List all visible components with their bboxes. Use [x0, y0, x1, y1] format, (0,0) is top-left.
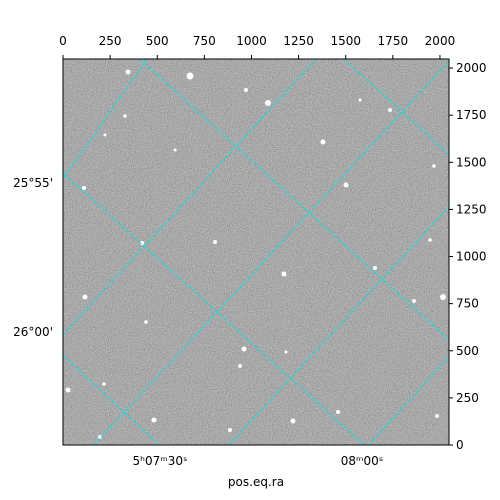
y-tick-label: 0 [456, 438, 464, 452]
x-tick-label: 0 [59, 34, 67, 48]
x-tick-label: 2000 [425, 34, 456, 48]
x-tick-label: 250 [99, 34, 122, 48]
y-tick-label: 1000 [456, 250, 487, 264]
y-tick-label: 250 [456, 391, 479, 405]
frame [62, 58, 450, 446]
x-tick-label: 500 [146, 34, 169, 48]
sky-image [63, 59, 449, 445]
ra-tick-label: 08ᵐ00ˢ [341, 454, 384, 468]
y-tick-label: 750 [456, 297, 479, 311]
y-tick-label: 2000 [456, 61, 487, 75]
x-tick-label: 1500 [330, 34, 361, 48]
x-tick-label: 1000 [236, 34, 267, 48]
coordinate-grid [63, 59, 449, 445]
x-tick-label: 1750 [378, 34, 409, 48]
dec-tick-label: 26°00' [13, 325, 53, 339]
y-tick-label: 500 [456, 344, 479, 358]
y-tick-label: 1250 [456, 202, 487, 216]
x-tick-label: 750 [193, 34, 216, 48]
stars [65, 69, 446, 439]
ra-tick-label: 5ʰ07ᵐ30ˢ [133, 454, 188, 468]
dec-tick-label: 25°55' [13, 176, 53, 190]
x-axis-label: pos.eq.ra [228, 475, 284, 489]
y-tick-label: 1500 [456, 155, 487, 169]
y-tick-label: 1750 [456, 108, 487, 122]
x-tick-label: 1250 [283, 34, 314, 48]
